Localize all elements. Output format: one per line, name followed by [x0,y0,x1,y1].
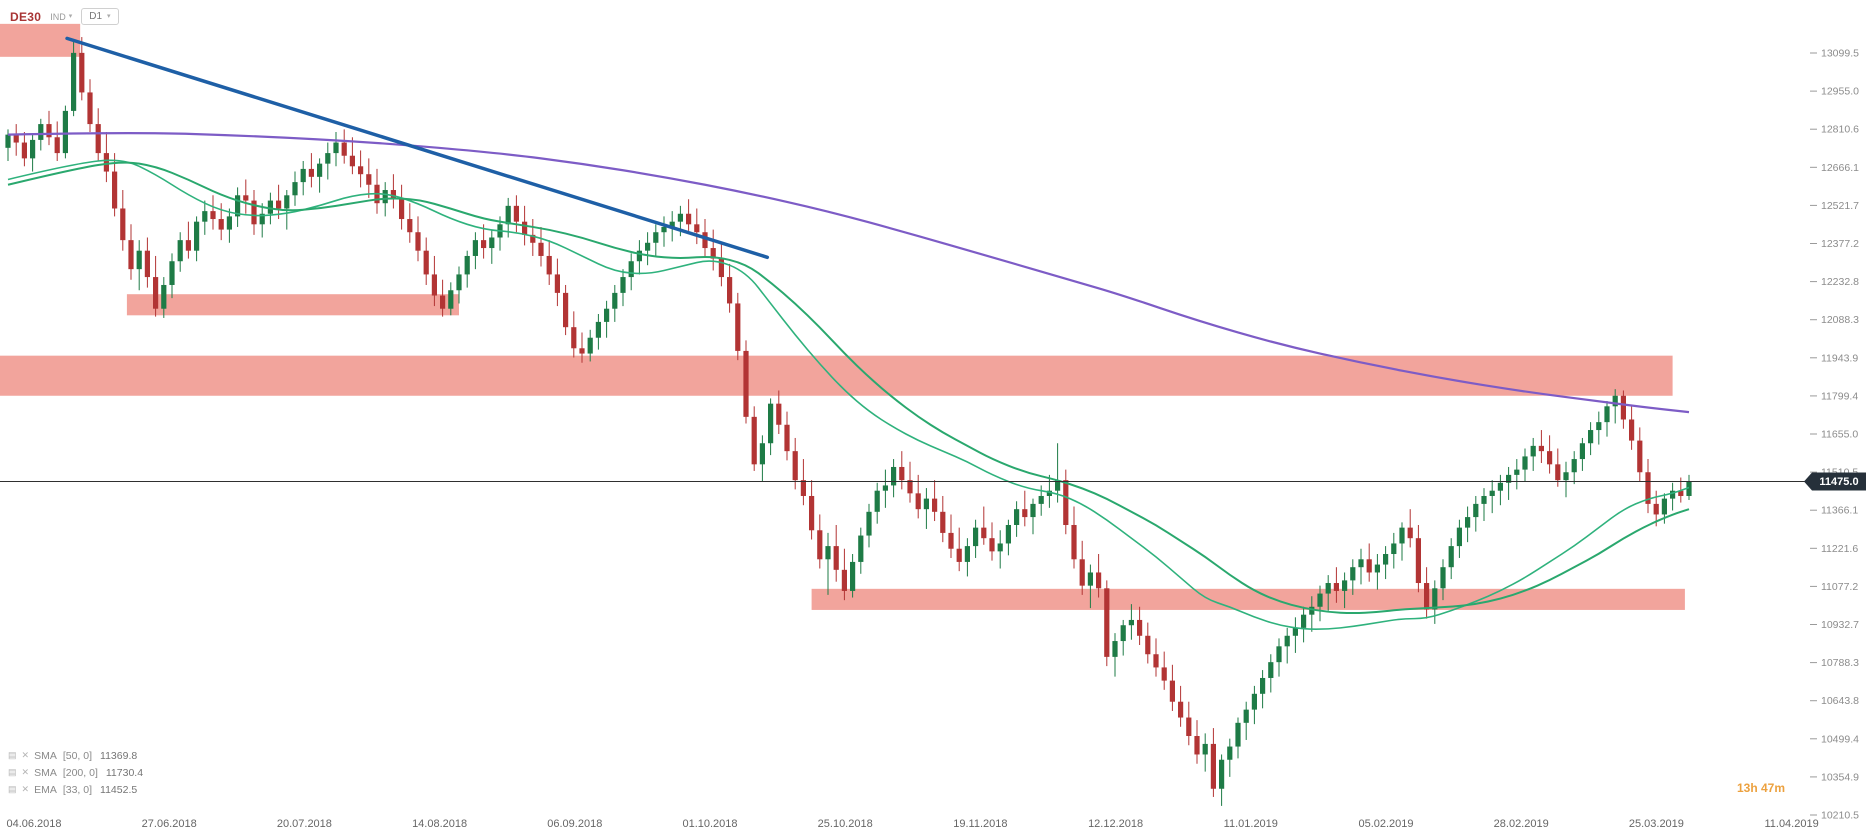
chevron-down-icon: ▾ [107,13,111,20]
svg-text:11475.0: 11475.0 [1819,476,1858,488]
instrument-type-label: IND [50,11,66,22]
timeframe-dropdown[interactable]: D1 ▾ [81,8,119,25]
x-axis: 04.06.2018 27.06.2018 20.07.2018 14.08.2018… [6,818,1818,830]
svg-text:28.02.2019: 28.02.2019 [1494,818,1549,830]
candles [5,37,1692,806]
svg-text:19.11.2018: 19.11.2018 [953,818,1007,830]
indicator-legend: ▤ ✕ SMA [50, 0] 11369.8 ▤ ✕ SMA [200, 0]… [8,747,143,798]
indicator-name: SMA [34,749,57,762]
svg-text:11.01.2019: 11.01.2019 [1224,818,1278,830]
trendline[interactable] [65,36,770,260]
svg-text:11366.1: 11366.1 [1821,505,1858,517]
svg-text:11221.6: 11221.6 [1821,543,1858,555]
svg-text:12377.2: 12377.2 [1821,238,1859,250]
svg-text:11.04.2019: 11.04.2019 [1764,818,1818,830]
indicator-name: SMA [34,766,57,779]
svg-text:14.08.2018: 14.08.2018 [412,818,467,830]
timeframe-label: D1 [89,11,103,22]
svg-text:25.03.2019: 25.03.2019 [1629,818,1684,830]
indicator-value: 11452.5 [100,783,138,796]
supply-demand-zones [0,23,1685,610]
ma-line-sma50 [7,161,1690,615]
svg-text:12810.6: 12810.6 [1821,124,1859,136]
svg-text:13099.5: 13099.5 [1821,48,1859,60]
indicator-row-ema33: ▤ ✕ EMA [33, 0] 11452.5 [8,781,143,798]
indicator-row-sma50: ▤ ✕ SMA [50, 0] 11369.8 [8,747,143,764]
indicator-settings-icon[interactable]: ▤ [8,767,17,777]
svg-text:10210.5: 10210.5 [1821,810,1859,822]
ma-line-ema33 [7,159,1690,630]
chevron-down-icon: ▾ [68,13,73,20]
indicator-value: 11369.8 [100,749,138,762]
candle-countdown: 13h 47m [1737,781,1786,795]
indicator-settings-icon[interactable]: ▤ [8,750,17,760]
indicator-value: 11730.4 [105,766,144,779]
svg-text:06.09.2018: 06.09.2018 [547,818,602,830]
svg-text:10354.9: 10354.9 [1821,771,1859,783]
indicator-params: [50, 0] [62,749,93,762]
svg-text:27.06.2018: 27.06.2018 [142,818,197,830]
indicator-params: [200, 0] [62,766,98,779]
instrument-symbol: DE30 [10,9,42,24]
indicator-name: EMA [34,783,57,796]
svg-text:10499.4: 10499.4 [1821,733,1859,745]
svg-text:05.02.2019: 05.02.2019 [1358,818,1413,830]
instrument-header: DE30 IND ▾ D1 ▾ [10,8,119,25]
svg-text:01.10.2018: 01.10.2018 [682,818,737,830]
svg-text:12666.1: 12666.1 [1821,162,1859,174]
svg-text:11943.9: 11943.9 [1821,352,1858,364]
svg-text:11799.4: 11799.4 [1821,390,1858,402]
svg-text:12955.0: 12955.0 [1821,86,1859,98]
price-badge: 11475.0 [1804,472,1866,491]
svg-text:12232.8: 12232.8 [1821,276,1859,288]
svg-text:20.07.2018: 20.07.2018 [277,818,332,830]
indicator-remove-icon[interactable]: ✕ [21,750,30,760]
indicator-params: [33, 0] [62,783,93,796]
svg-text:12521.7: 12521.7 [1821,200,1859,212]
indicator-remove-icon[interactable]: ✕ [21,767,30,777]
svg-text:12088.3: 12088.3 [1821,314,1859,326]
svg-text:10788.3: 10788.3 [1821,657,1859,669]
ma-line-sma200 [7,132,1690,414]
indicator-settings-icon[interactable]: ▤ [8,784,17,794]
svg-text:12.12.2018: 12.12.2018 [1088,818,1143,830]
indicator-row-sma200: ▤ ✕ SMA [200, 0] 11730.4 [8,764,143,781]
svg-text:10643.8: 10643.8 [1821,695,1859,707]
svg-text:04.06.2018: 04.06.2018 [6,818,61,830]
svg-text:10932.7: 10932.7 [1821,619,1859,631]
svg-text:11077.2: 11077.2 [1821,581,1858,593]
y-axis: 13099.5 12955.0 12810.6 12666.1 12521.7 12377… [1810,48,1859,822]
svg-text:25.10.2018: 25.10.2018 [818,818,873,830]
moving-average-lines [7,132,1690,630]
instrument-type-dropdown[interactable]: IND ▾ [50,12,72,22]
svg-text:11655.0: 11655.0 [1821,429,1858,441]
indicator-remove-icon[interactable]: ✕ [21,784,30,794]
